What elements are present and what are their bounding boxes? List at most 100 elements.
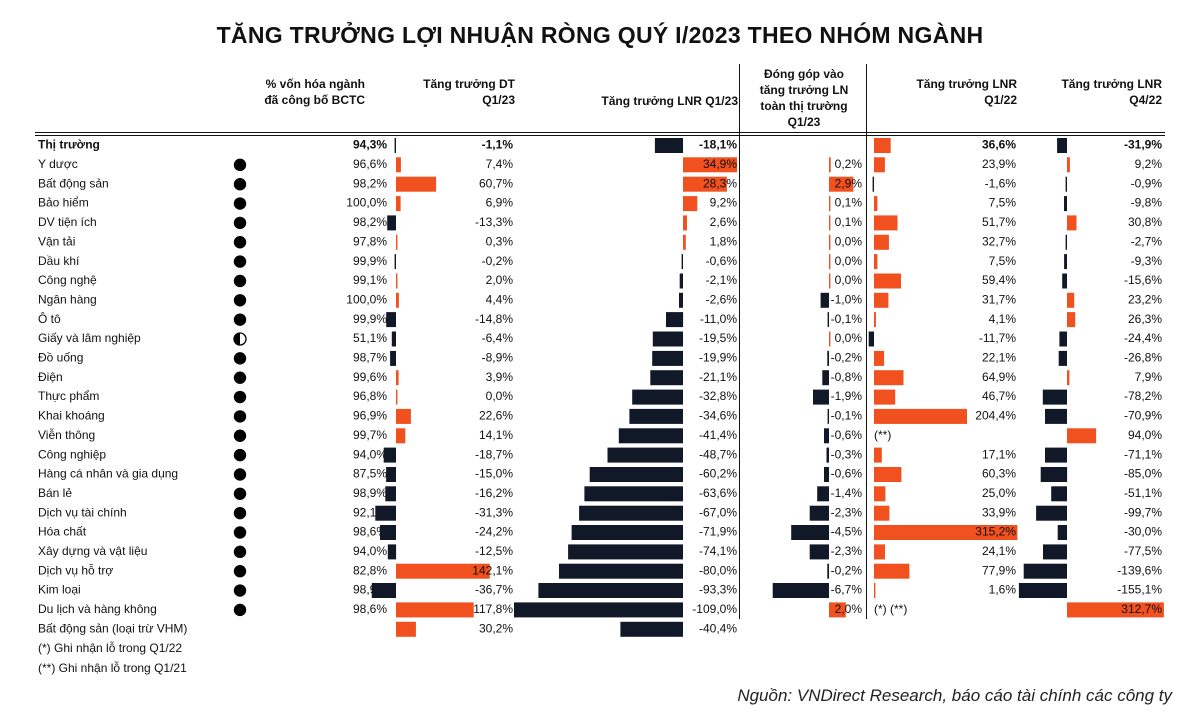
q122-bar bbox=[874, 544, 885, 560]
cap-pie-full bbox=[233, 565, 247, 578]
cap-pie-full bbox=[233, 158, 247, 172]
rev-bar bbox=[380, 525, 396, 540]
contrib-bar bbox=[827, 563, 829, 579]
rev-bar bbox=[387, 215, 396, 231]
row-label: Thị trường bbox=[38, 138, 100, 152]
cap-pie-full bbox=[233, 410, 247, 423]
rev-value: -18,7% bbox=[475, 447, 513, 461]
row-label: Thực phẩm bbox=[38, 389, 99, 403]
lnr-bar bbox=[559, 563, 683, 579]
contrib-bar bbox=[827, 350, 829, 366]
q422-bar bbox=[1067, 292, 1075, 308]
lnr-bar bbox=[683, 234, 686, 250]
lnr-bar bbox=[538, 583, 683, 598]
rev-value: 117,8% bbox=[473, 602, 513, 616]
q422-value: -9,3% bbox=[1131, 254, 1163, 268]
contrib-value: -2,3% bbox=[831, 544, 863, 558]
q422-value: 23,2% bbox=[1128, 292, 1162, 306]
q422-value: -9,8% bbox=[1131, 196, 1163, 210]
q122-value: 32,7% bbox=[982, 234, 1016, 248]
cap-value: 98,6% bbox=[353, 602, 387, 616]
row-label: Dầu khí bbox=[38, 254, 80, 268]
rev-value: 2,0% bbox=[486, 273, 514, 287]
q422-bar bbox=[1045, 408, 1067, 424]
cap-pie-full bbox=[233, 274, 247, 288]
lnr-bar bbox=[607, 447, 683, 463]
contrib-value: 0,1% bbox=[835, 196, 863, 210]
contrib-value: 0,0% bbox=[835, 331, 863, 345]
contrib-value: -0,1% bbox=[831, 312, 863, 326]
lnr-bar bbox=[679, 292, 683, 308]
cap-pie-full bbox=[233, 178, 247, 191]
row-label: Kim loại bbox=[38, 583, 81, 597]
q422-value: -15,6% bbox=[1124, 273, 1162, 287]
cap-pie-full bbox=[233, 294, 247, 307]
rev-value: -13,3% bbox=[475, 215, 513, 229]
cap-value: 98,9% bbox=[353, 486, 387, 500]
lnr-bar bbox=[650, 370, 683, 386]
contrib-bar bbox=[829, 234, 831, 250]
lnr-bar bbox=[571, 525, 683, 540]
contrib-bar bbox=[809, 505, 829, 521]
q122-value: 1,6% bbox=[989, 583, 1017, 597]
q422-bar bbox=[1064, 254, 1067, 270]
contrib-value: -0,6% bbox=[831, 467, 863, 481]
lnr-value: -0,6% bbox=[706, 254, 738, 268]
q422-bar bbox=[1023, 563, 1067, 579]
contrib-bar bbox=[820, 292, 829, 308]
chart-title: TĂNG TRƯỞNG LỢI NHUẬN RÒNG QUÝ I/2023 TH… bbox=[216, 22, 984, 48]
contrib-value: -4,5% bbox=[831, 525, 863, 539]
cap-pie-full bbox=[233, 352, 247, 365]
row-label: Viễn thông bbox=[38, 427, 95, 442]
q422-value: -31,9% bbox=[1124, 138, 1162, 152]
contrib-bar bbox=[829, 273, 831, 289]
contrib-bar bbox=[827, 312, 829, 328]
cap-pie-full bbox=[233, 487, 247, 500]
header-rule-top bbox=[35, 132, 1165, 134]
q122-value: 60,3% bbox=[982, 467, 1016, 481]
lnr-value: 9,2% bbox=[710, 196, 738, 210]
q122-value: 7,5% bbox=[989, 254, 1017, 268]
q122-bar bbox=[874, 583, 876, 598]
q422-bar bbox=[1067, 370, 1070, 386]
q422-value: -77,5% bbox=[1124, 544, 1162, 558]
q422-bar bbox=[1040, 467, 1068, 482]
q122-value: 4,1% bbox=[989, 312, 1017, 326]
rev-value: 30,2% bbox=[479, 621, 513, 635]
q122-value: 204,4% bbox=[975, 409, 1016, 423]
cap-value: 100,0% bbox=[346, 292, 387, 306]
q122-value: 46,7% bbox=[982, 389, 1016, 403]
contrib-value: -0,1% bbox=[831, 409, 863, 423]
rev-bar bbox=[396, 621, 416, 637]
rev-bar bbox=[387, 544, 397, 560]
cap-value: 99,6% bbox=[353, 370, 387, 384]
header-lnr-q422: Tăng trưởng LNR Q4/22 bbox=[1061, 77, 1162, 107]
q422-bar bbox=[1051, 486, 1067, 502]
rev-bar bbox=[396, 408, 411, 424]
contrib-value: -1,0% bbox=[831, 292, 863, 306]
q422-value: -70,9% bbox=[1124, 409, 1162, 423]
q422-value: -78,2% bbox=[1124, 389, 1162, 403]
contrib-left-border bbox=[739, 64, 741, 619]
rev-value: -1,1% bbox=[482, 138, 514, 152]
rev-bar bbox=[394, 254, 396, 270]
contrib-bar bbox=[829, 254, 831, 270]
contrib-bar bbox=[813, 389, 829, 405]
q422-value: 94,0% bbox=[1128, 428, 1162, 442]
q422-value: -71,1% bbox=[1124, 447, 1162, 461]
contrib-bar bbox=[829, 331, 831, 347]
q422-bar bbox=[1067, 602, 1164, 618]
rev-value: 142,1% bbox=[472, 563, 513, 577]
contrib-bar bbox=[772, 583, 829, 598]
lnr-value: -19,5% bbox=[699, 331, 737, 345]
q422-bar bbox=[1058, 350, 1067, 366]
q422-bar bbox=[1059, 331, 1067, 347]
row-label: Xây dựng và vật liệu bbox=[38, 544, 147, 558]
cap-pie-full bbox=[233, 448, 247, 462]
q122-value: 77,9% bbox=[982, 563, 1016, 577]
lnr-value: -109,0% bbox=[692, 602, 737, 616]
q122-bar bbox=[874, 486, 886, 502]
cap-pie-full bbox=[233, 390, 247, 404]
contrib-bar bbox=[817, 486, 829, 502]
q422-bar bbox=[1045, 447, 1067, 463]
